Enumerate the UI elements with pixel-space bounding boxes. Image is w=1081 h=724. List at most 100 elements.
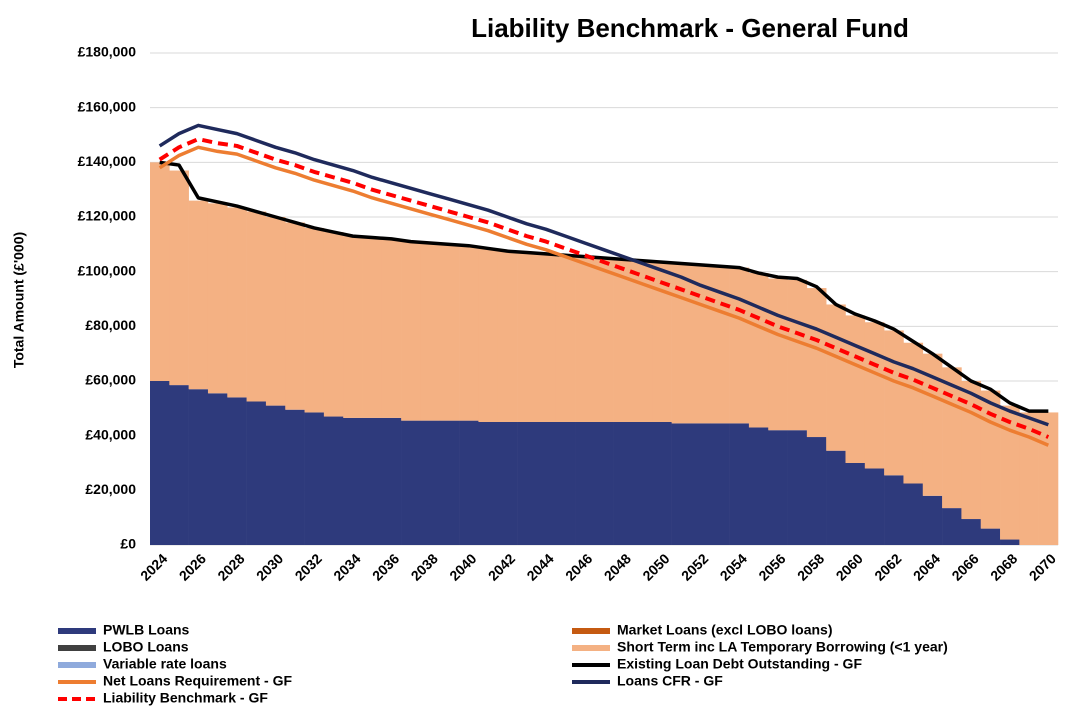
bar: [632, 260, 653, 422]
bar: [768, 278, 788, 431]
bar: [227, 207, 247, 398]
bar: [517, 422, 537, 545]
bar: [459, 420, 479, 545]
bar: [845, 315, 866, 463]
bar: [150, 381, 170, 545]
bar: [787, 430, 808, 545]
bar: [304, 227, 325, 413]
bar: [1000, 539, 1020, 545]
bar: [961, 519, 982, 545]
bar: [884, 330, 904, 476]
bar: [439, 244, 460, 421]
bar: [285, 222, 305, 410]
x-tick-label: 2070: [1026, 550, 1059, 583]
bar: [420, 420, 441, 545]
bar: [381, 238, 402, 418]
x-tick-label: 2062: [871, 550, 904, 583]
legend-label: LOBO Loans: [103, 639, 189, 655]
bar: [575, 422, 595, 545]
bar: [575, 256, 595, 422]
bar: [246, 401, 267, 545]
line: [159, 160, 1049, 413]
y-tick-label: £160,000: [78, 98, 137, 114]
legend-label: Loans CFR - GF: [617, 673, 723, 689]
bar: [768, 430, 788, 545]
bar: [323, 232, 344, 417]
bar: [207, 203, 228, 394]
x-tick-label: 2058: [794, 550, 827, 583]
bar: [942, 508, 962, 545]
bar: [594, 258, 614, 422]
x-tick-label: 2032: [292, 550, 325, 583]
y-tick-label: £180,000: [78, 44, 137, 60]
bar: [922, 495, 943, 545]
bar: [864, 322, 885, 469]
legend-label: Market Loans (excl LOBO loans): [617, 622, 833, 638]
bar: [265, 217, 286, 406]
bar: [903, 342, 924, 484]
bar: [710, 423, 730, 545]
x-tick-label: 2052: [678, 550, 711, 583]
bar: [594, 422, 614, 545]
x-tick-label: 2050: [639, 550, 672, 583]
y-tick-label: £0: [120, 536, 136, 552]
bar: [748, 273, 769, 428]
bar: [806, 288, 827, 438]
bar: [536, 422, 557, 545]
bar: [826, 450, 846, 545]
bar: [787, 279, 808, 431]
x-tick-label: 2034: [330, 550, 363, 583]
legend-label: Net Loans Requirement - GF: [103, 673, 292, 689]
x-tick-label: 2036: [369, 550, 402, 583]
x-tick-label: 2030: [253, 550, 286, 583]
x-tick-label: 2054: [717, 550, 750, 583]
bar: [285, 409, 305, 545]
bar: [188, 389, 209, 545]
y-tick-label: £100,000: [78, 262, 137, 278]
legend-label: PWLB Loans: [103, 622, 190, 638]
bar: [246, 211, 267, 402]
bar: [1038, 412, 1059, 545]
bar: [864, 468, 885, 545]
x-tick-label: 2066: [948, 550, 981, 583]
x-tick-label: 2060: [833, 550, 866, 583]
bar: [729, 267, 750, 424]
bar: [169, 170, 189, 386]
bar: [497, 422, 518, 545]
bar: [980, 390, 1001, 529]
bar: [362, 417, 383, 545]
x-tick-label: 2068: [987, 550, 1020, 583]
bar: [671, 423, 692, 545]
y-axis-title: Total Amount (£'000): [11, 232, 27, 368]
bar: [536, 253, 557, 422]
x-tick-label: 2038: [408, 550, 441, 583]
bar: [343, 417, 363, 545]
line: [158, 137, 1050, 439]
bar: [150, 162, 170, 381]
legend-label: Variable rate loans: [103, 656, 227, 672]
bar: [439, 420, 460, 545]
bar: [362, 237, 383, 418]
bar: [381, 417, 402, 545]
bar: [748, 427, 769, 545]
bar: [729, 423, 750, 545]
bar: [613, 259, 634, 422]
line: [158, 145, 1050, 447]
bar: [555, 255, 576, 422]
bar: [652, 262, 672, 422]
legend-label: Existing Loan Debt Outstanding - GF: [617, 656, 862, 672]
bar: [1000, 405, 1020, 540]
line: [158, 123, 1049, 427]
bar: [671, 263, 692, 424]
bar: [207, 393, 228, 545]
bar: [826, 304, 846, 451]
y-tick-label: £60,000: [85, 372, 136, 388]
bar: [632, 422, 653, 545]
x-tick-label: 2046: [562, 550, 595, 583]
bar: [169, 385, 189, 545]
chart-title: Liability Benchmark - General Fund: [471, 13, 909, 43]
bar: [980, 528, 1001, 545]
bar: [1019, 412, 1039, 545]
legend-label: Short Term inc LA Temporary Borrowing (<…: [617, 639, 948, 655]
